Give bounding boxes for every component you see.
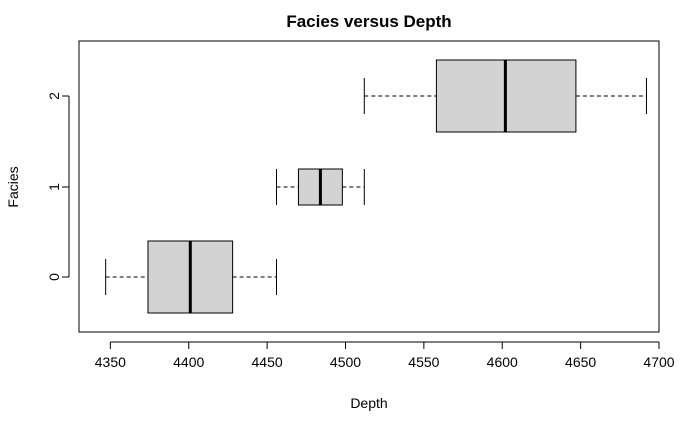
chart-title: Facies versus Depth bbox=[286, 12, 451, 31]
y-axis-label: Facies bbox=[5, 166, 21, 207]
x-tick-label-0: 4350 bbox=[95, 354, 126, 370]
x-axis: 4350 4400 4450 4500 4550 4600 4650 4700 bbox=[95, 341, 675, 370]
x-axis-label: Depth bbox=[350, 395, 387, 411]
x-tick-label-6: 4650 bbox=[565, 354, 596, 370]
y-tick-label-2: 2 bbox=[46, 92, 62, 100]
x-tick-label-3: 4500 bbox=[330, 354, 361, 370]
boxes bbox=[105, 59, 647, 314]
x-tick-label-7: 4700 bbox=[643, 354, 674, 370]
plot-frame bbox=[78, 40, 660, 333]
y-tick-label-1: 1 bbox=[46, 183, 62, 191]
x-tick-label-4: 4550 bbox=[408, 354, 439, 370]
y-axis: 0 1 2 bbox=[46, 92, 70, 281]
x-tick-label-2: 4450 bbox=[252, 354, 283, 370]
x-tick-label-1: 4400 bbox=[173, 354, 204, 370]
x-tick-label-5: 4600 bbox=[487, 354, 518, 370]
y-tick-label-0: 0 bbox=[46, 273, 62, 281]
